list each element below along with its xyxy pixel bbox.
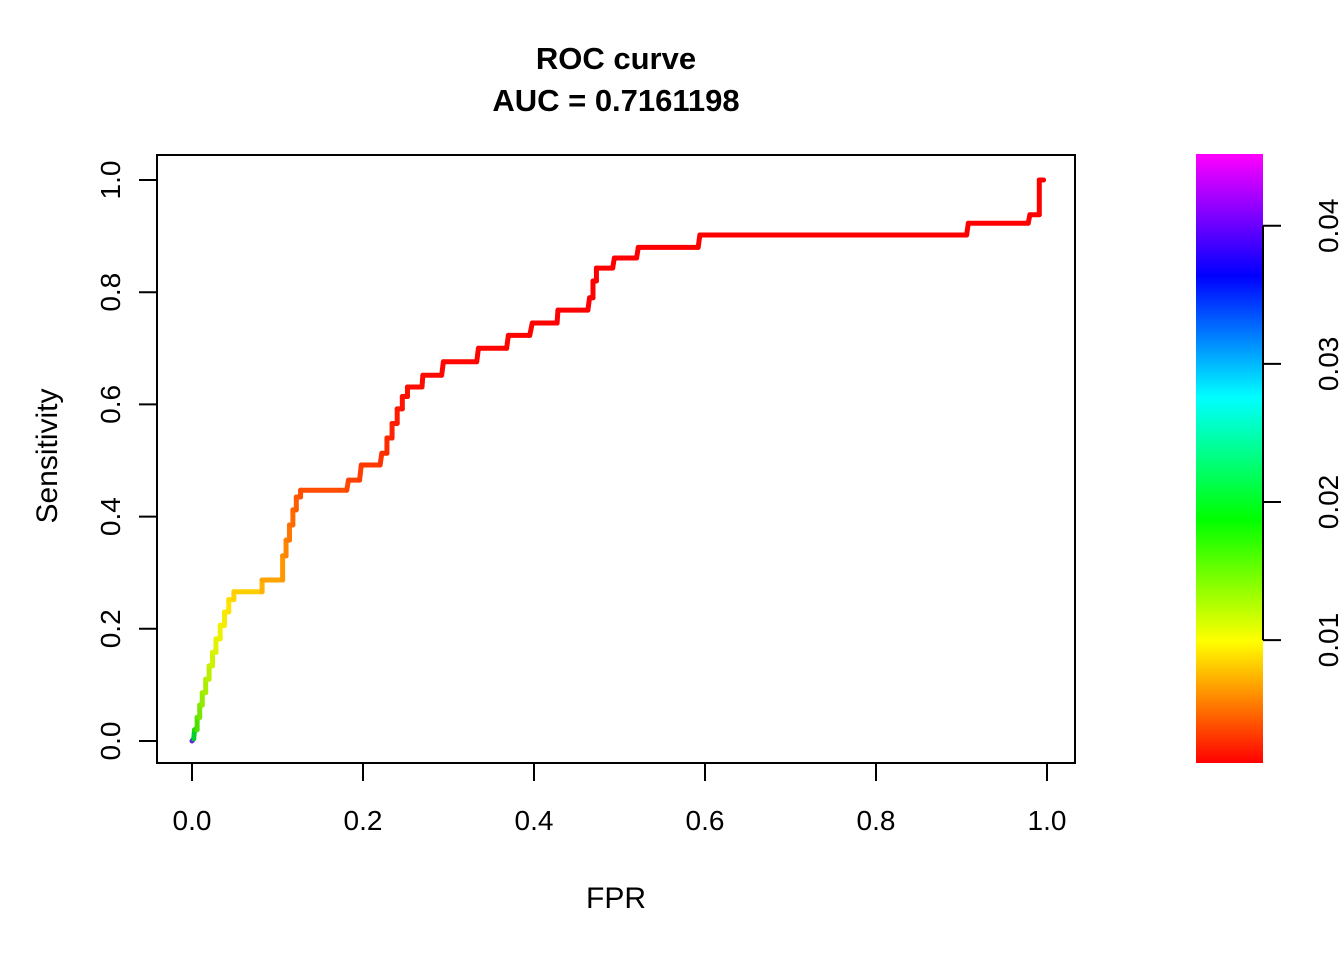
y-tick-label: 0.0 [95,722,126,761]
x-tick-label: 0.4 [515,805,554,836]
x-tick-label: 0.2 [344,805,383,836]
chart-title: ROC curve [535,41,697,76]
colorbar-tick-label: 0.04 [1313,199,1344,254]
y-tick-label: 1.0 [95,161,126,200]
y-axis-title: Sensitivity [31,388,64,524]
chart-subtitle-auc: AUC = 0.7161198 [492,83,740,118]
y-tick-label: 0.6 [95,385,126,424]
roc-curve-segment [357,462,364,483]
colorbar-gradient [1196,154,1263,763]
x-tick-label: 0.8 [857,805,896,836]
y-tick-label: 0.8 [95,273,126,312]
x-tick-label: 0.0 [173,805,212,836]
y-tick-label: 0.2 [95,609,126,648]
roc-curve [189,177,1047,744]
plot-box [156,154,1076,764]
x-tick-label: 0.6 [686,805,725,836]
x-axis-title: FPR [586,882,646,915]
x-tick-label: 1.0 [1028,805,1067,836]
y-tick-label: 0.4 [95,497,126,536]
colorbar-tick-label: 0.01 [1313,613,1344,668]
colorbar-tick-label: 0.02 [1313,475,1344,530]
colorbar-tick-label: 0.03 [1313,337,1344,392]
